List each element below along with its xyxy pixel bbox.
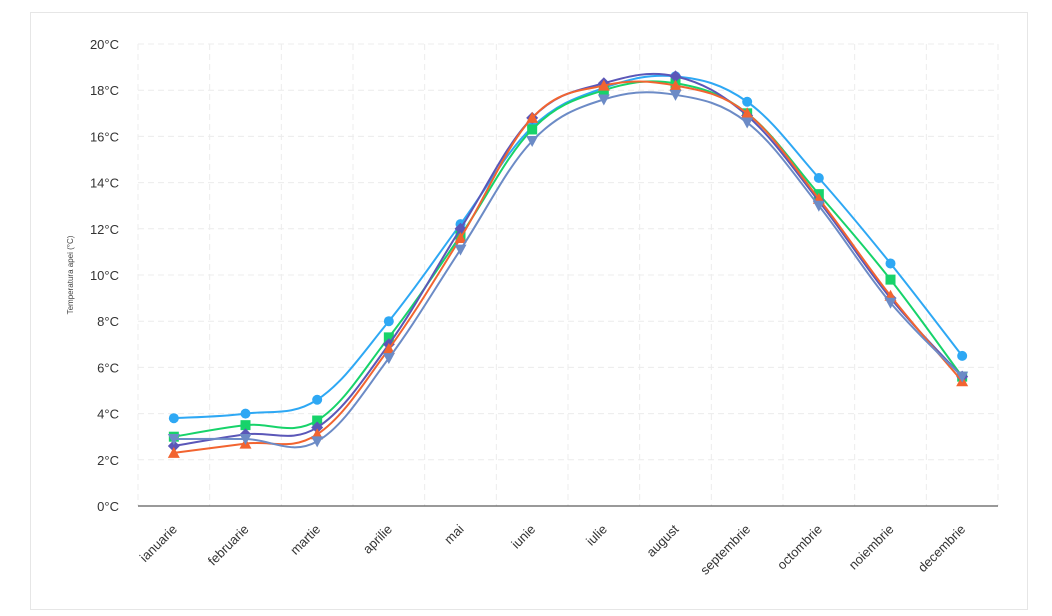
data-point-triangle-down	[239, 434, 252, 446]
data-point-square	[312, 415, 323, 426]
data-point-triangle-down	[454, 244, 467, 256]
data-point-circle	[742, 96, 753, 107]
y-tick-label: 18°C	[90, 83, 119, 98]
x-tick-label: septembrie	[697, 522, 753, 578]
data-point-triangle-down	[741, 117, 754, 129]
y-axis-ticks: 0°C 2°C 4°C 6°C 8°C 10°C 12°C 14°C 16°C 18°C 20°C	[90, 37, 119, 514]
data-point-circle	[885, 258, 896, 269]
x-tick-label: noiembrie	[846, 522, 897, 573]
data-point-circle	[813, 172, 824, 183]
data-point-triangle-down	[597, 94, 610, 106]
x-tick-label: octombrie	[774, 522, 825, 573]
data-point-triangle-down	[167, 434, 180, 446]
x-tick-label: decembrie	[915, 522, 969, 576]
y-tick-label: 4°C	[97, 407, 119, 422]
data-point-circle	[383, 316, 394, 327]
data-point-triangle-down	[956, 371, 969, 383]
y-axis-label: Temperatura apei (°C)	[66, 235, 75, 314]
data-point-square	[527, 124, 538, 135]
data-point-triangle	[741, 107, 754, 119]
series-5	[167, 89, 969, 449]
data-point-triangle	[454, 232, 467, 244]
data-point-triangle-down	[812, 200, 825, 212]
data-point-triangle	[597, 79, 610, 91]
data-point-triangle	[526, 111, 539, 123]
data-point-circle	[312, 394, 323, 405]
data-point-triangle	[382, 342, 395, 354]
x-tick-label: martie	[287, 522, 323, 558]
x-tick-label: iulie	[583, 522, 610, 549]
y-tick-label: 10°C	[90, 268, 119, 283]
data-point-diamond	[311, 421, 324, 434]
data-point-circle	[957, 350, 968, 361]
data-point-circle	[168, 413, 179, 424]
x-tick-label: februarie	[205, 522, 252, 569]
x-axis-ticks: ianuarie februarie martie aprilie mai iunie iu…	[137, 521, 969, 577]
data-point-triangle-down	[884, 297, 897, 309]
y-tick-label: 16°C	[90, 129, 119, 144]
data-point-triangle-down	[382, 353, 395, 365]
data-point-triangle	[669, 79, 682, 91]
series-group	[167, 70, 969, 458]
data-point-triangle	[167, 446, 180, 458]
y-tick-label: 20°C	[90, 37, 119, 52]
data-point-diamond	[669, 70, 682, 83]
y-tick-label: 0°C	[97, 499, 119, 514]
data-point-square	[240, 420, 251, 431]
data-point-triangle-down	[311, 436, 324, 448]
data-point-square	[885, 274, 896, 285]
x-tick-label: mai	[441, 521, 466, 546]
y-tick-label: 12°C	[90, 222, 119, 237]
x-tick-label: aprilie	[360, 522, 395, 557]
x-tick-label: ianuarie	[137, 522, 180, 565]
data-point-triangle-down	[526, 136, 539, 148]
x-tick-label: august	[643, 521, 681, 559]
chart-frame	[30, 12, 1028, 610]
data-point-diamond	[167, 439, 180, 452]
y-tick-label: 14°C	[90, 176, 119, 191]
y-tick-label: 8°C	[97, 314, 119, 329]
data-point-square	[383, 332, 394, 343]
data-point-circle	[240, 408, 251, 419]
y-tick-label: 6°C	[97, 360, 119, 375]
y-tick-label: 2°C	[97, 453, 119, 468]
x-tick-label: iunie	[508, 522, 538, 552]
data-point-triangle-down	[669, 89, 682, 101]
